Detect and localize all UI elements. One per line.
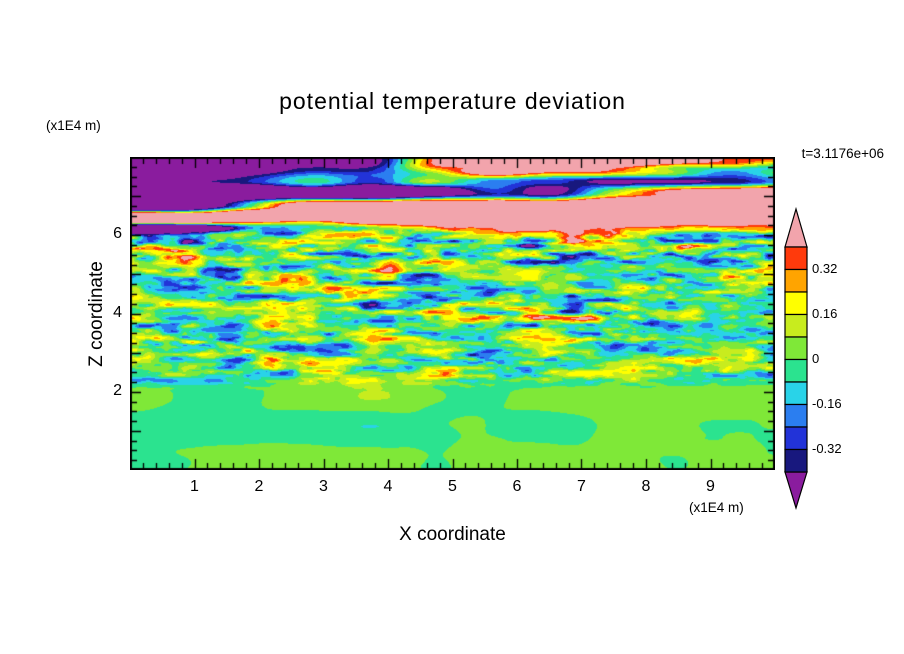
x-axis-unit: (x1E4 m) [689,500,744,515]
colorbar-band [784,358,808,383]
z-tick-label: 2 [113,381,122,399]
x-tick-label: 7 [577,478,586,495]
heatmap-canvas [130,157,775,470]
colorbar-band [784,268,808,293]
z-tick-labels: 2 4 6 [90,157,122,470]
colorbar-band [784,381,808,406]
time-readout: t=3.1176e+06 [801,146,884,161]
plot-area: 1 2 3 4 5 6 7 8 9 2 4 6 [113,157,775,495]
colorbar-arrow-down [784,471,808,511]
x-tick-label: 6 [512,478,522,495]
colorbar-band [784,403,808,428]
colorbar-label: -0.32 [812,440,842,456]
colorbar-band [784,291,808,316]
x-tick-label: 2 [254,478,264,495]
colorbar-band [784,246,808,271]
x-axis-label: X coordinate [399,524,506,545]
colorbar-band [784,313,808,338]
x-tick-label: 5 [448,478,457,495]
x-tick-label: 3 [319,478,328,495]
colorbar-band [784,448,808,473]
z-tick-label: 6 [113,225,122,243]
x-tick-label: 4 [383,478,393,495]
z-axis-unit: (x1E4 m) [46,118,101,133]
colorbar [783,205,809,515]
chart-title: potential temperature deviation [279,88,626,114]
colorbar-svg [784,206,808,511]
colorbar-label: 0 [812,350,820,366]
z-tick-label: 4 [113,303,122,321]
x-tick-label: 9 [706,478,715,495]
colorbar-label: -0.16 [812,395,842,411]
colorbar-arrow-up [784,206,808,248]
colorbar-label: 0.32 [812,260,838,276]
colorbar-label: 0.16 [812,305,838,321]
x-tick-label: 8 [641,478,651,495]
x-tick-label: 1 [190,478,199,495]
colorbar-band [784,336,808,361]
colorbar-band [784,426,808,451]
